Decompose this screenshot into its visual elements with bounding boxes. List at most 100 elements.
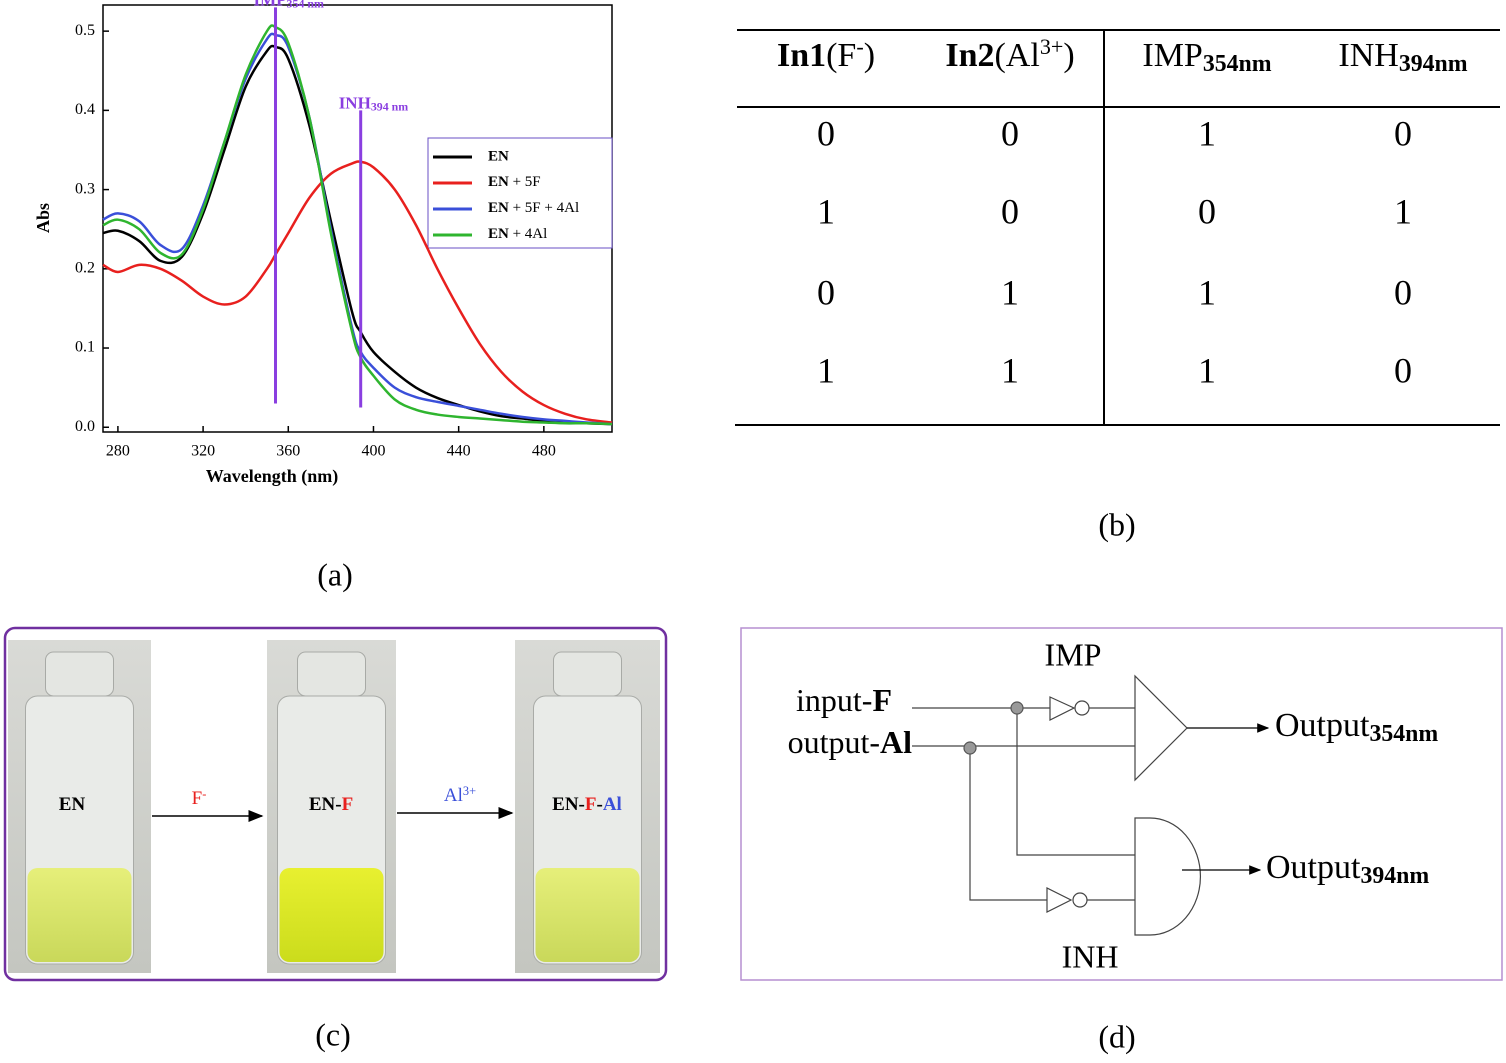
vial-cap: [553, 651, 622, 697]
text-run: (F: [826, 37, 856, 74]
label: EN: [59, 794, 86, 815]
annotation-sub: 354 nm: [287, 0, 324, 11]
photo: [8, 640, 151, 973]
table-cell: 1: [1001, 272, 1019, 312]
legend-label-head: EN: [488, 200, 509, 216]
x-tick-label: 280: [106, 443, 130, 460]
text-run: -: [202, 787, 206, 801]
text-run: In: [777, 37, 809, 74]
text-run: output-: [788, 724, 880, 760]
table-cell: 0: [817, 272, 835, 312]
text-run: F: [585, 794, 597, 815]
diagram-frame: [740, 627, 1503, 981]
annotation-text: INH: [339, 93, 371, 112]
label: In1(F-): [777, 34, 875, 74]
gate-label: INH: [1062, 938, 1119, 974]
text-run: input-: [796, 682, 872, 718]
text-run: IMP: [1142, 37, 1202, 74]
label: EN-F-Al: [552, 794, 622, 815]
text-run: 1: [809, 37, 826, 74]
y-tick-label: 0.4: [75, 101, 95, 118]
vial-liquid: [279, 868, 384, 962]
legend-label: EN + 5F: [488, 174, 541, 190]
text-run: EN-: [552, 794, 585, 815]
vial-cap: [297, 651, 366, 697]
text-run: EN-: [309, 794, 342, 815]
text-run: 394nm: [1399, 51, 1468, 77]
label: IMP354nm: [1142, 37, 1271, 77]
table-cell: 0: [1394, 113, 1412, 153]
text-run: -: [597, 794, 603, 815]
caption: (d): [1098, 1018, 1135, 1054]
label: Output394nm: [1266, 849, 1429, 889]
table-cell: 1: [1198, 272, 1216, 312]
text-run: 354nm: [1203, 51, 1272, 77]
label: Output354nm: [1275, 707, 1438, 747]
label: In2(Al3+): [945, 34, 1074, 74]
text-run: Al: [603, 794, 622, 815]
text-run: Al: [444, 785, 463, 806]
text-run: F: [872, 682, 892, 718]
x-tick-label: 360: [276, 443, 300, 460]
x-tick-label: 400: [361, 443, 385, 460]
table-cell: 1: [1198, 350, 1216, 390]
vial-liquid: [27, 868, 132, 962]
text-run: EN: [59, 794, 86, 815]
legend-label: EN + 4Al: [488, 226, 547, 242]
table-cell: 0: [1394, 272, 1412, 312]
y-tick-label: 0.2: [75, 259, 95, 276]
photo: [267, 640, 396, 973]
text-run: Al: [880, 724, 912, 760]
table-cell: 1: [817, 191, 835, 231]
caption: (c): [315, 1016, 351, 1052]
table-cell: 0: [1394, 350, 1412, 390]
legend-label: EN: [488, 148, 509, 164]
y-axis-label: Abs: [33, 203, 53, 233]
y-tick-label: 0.5: [75, 22, 95, 39]
x-tick-label: 440: [447, 443, 471, 460]
label: F-: [192, 787, 207, 809]
annotation-text: IMP: [254, 0, 287, 9]
series-line: [102, 24, 613, 426]
table-cell: 1: [1198, 113, 1216, 153]
annotation: INH394 nm: [339, 93, 409, 113]
vial-liquid: [535, 868, 640, 962]
y-tick-label: 0.3: [75, 180, 95, 197]
y-tick-label: 0.1: [75, 339, 95, 356]
text-run: ): [864, 37, 875, 74]
table-cell: 0: [817, 113, 835, 153]
table-cell: 0: [1198, 191, 1216, 231]
y-tick-label: 0.0: [75, 418, 95, 435]
annotation: IMP354 nm: [254, 0, 324, 11]
legend-label-head: EN: [488, 174, 509, 190]
text-run: F: [342, 794, 354, 815]
legend-label: EN + 5F + 4Al: [488, 200, 579, 216]
legend-label-tail: + 5F + 4Al: [509, 200, 579, 216]
legend-label-head: EN: [488, 226, 509, 242]
vial-cap: [45, 651, 114, 697]
label: INH394nm: [1338, 37, 1467, 77]
x-tick-label: 480: [532, 443, 556, 460]
table-cell: 1: [817, 350, 835, 390]
text-run: ): [1063, 37, 1074, 74]
text-run: 3+: [463, 784, 476, 798]
text-run: Output: [1275, 707, 1370, 744]
circuit: [912, 674, 1270, 936]
x-axis-label: Wavelength (nm): [206, 466, 339, 487]
text-run: -: [856, 34, 863, 59]
label: output-Al: [788, 724, 913, 760]
text-run: INH: [1338, 37, 1398, 74]
text-run: F: [192, 788, 203, 809]
label: Al3+: [444, 784, 476, 806]
text-run: (Al: [994, 37, 1039, 74]
table-cell: 0: [1001, 191, 1019, 231]
text-run: 3+: [1040, 34, 1064, 59]
table-cell: 0: [1001, 113, 1019, 153]
gate-label: IMP: [1045, 636, 1102, 672]
text-run: Output: [1266, 849, 1361, 886]
label: input-F: [796, 682, 892, 718]
legend-label-tail: + 5F: [509, 174, 541, 190]
x-tick-label: 320: [191, 443, 215, 460]
